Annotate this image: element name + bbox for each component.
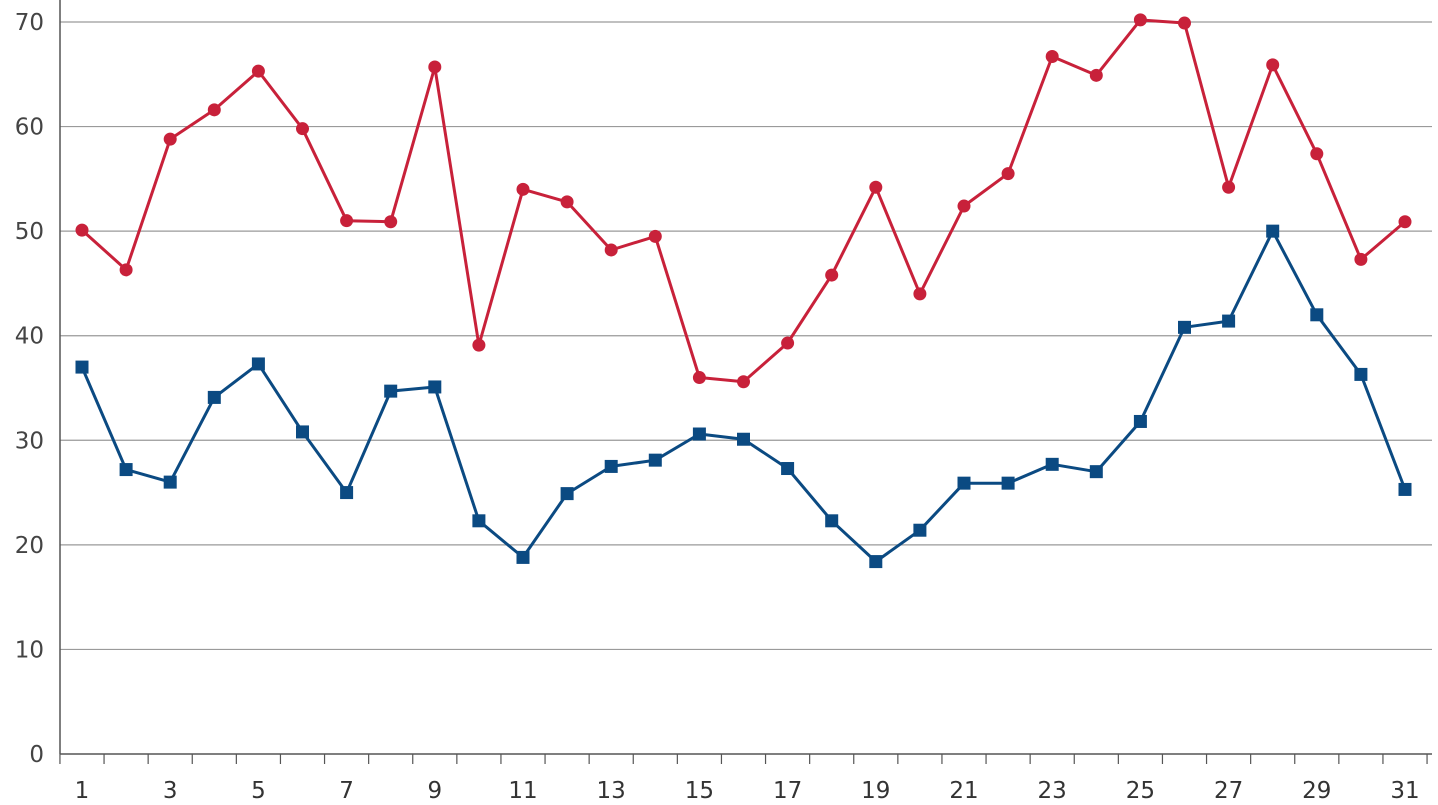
- x-tick-label: 15: [685, 778, 714, 804]
- x-tick-label: 7: [339, 778, 354, 804]
- series-1-point: [913, 287, 927, 301]
- series-1-point: [296, 122, 309, 136]
- series-2-point: [1045, 457, 1059, 471]
- x-tick-label: 11: [508, 778, 537, 804]
- series-1-point: [560, 195, 574, 209]
- series-2-line: [80, 229, 1407, 564]
- series-2-point: [781, 462, 795, 476]
- axis-layer: [59, 0, 1432, 764]
- y-tick-label: 40: [15, 324, 44, 350]
- y-tick-label: 50: [15, 219, 44, 245]
- series-2-point: [1178, 320, 1191, 334]
- series-2-point: [1222, 314, 1236, 328]
- series-1-point: [251, 64, 265, 78]
- series-2-point: [207, 390, 221, 404]
- y-tick-label: 30: [15, 428, 44, 454]
- x-tick-label: 27: [1214, 778, 1243, 804]
- series-2-point: [428, 380, 442, 394]
- series-1-point: [207, 103, 221, 117]
- series-2-point: [869, 555, 883, 569]
- y-tick-label: 60: [15, 115, 44, 141]
- y-tick-label: 20: [15, 533, 44, 559]
- series-1: [75, 13, 1412, 389]
- series-1-point: [781, 336, 795, 350]
- series-2-point: [957, 476, 971, 490]
- series-1-point: [1133, 13, 1147, 27]
- series-layer: [75, 13, 1412, 569]
- x-tick-label: 21: [949, 778, 978, 804]
- series-1-point: [648, 229, 662, 243]
- series-2-point: [1310, 308, 1324, 322]
- series-2-point: [913, 523, 927, 537]
- series-2-point: [1266, 224, 1280, 238]
- series-1-point: [1222, 180, 1236, 194]
- series-2-point: [692, 427, 706, 441]
- series-2-point: [1354, 367, 1368, 381]
- y-tick-label: 10: [15, 637, 44, 663]
- x-tick-label: 31: [1390, 778, 1419, 804]
- series-1-point: [1398, 215, 1412, 229]
- x-tick-label: 5: [251, 778, 266, 804]
- series-1-point: [428, 60, 442, 74]
- series-2-point: [251, 357, 265, 371]
- x-tick-label: 19: [861, 778, 890, 804]
- series-2-point: [163, 475, 177, 489]
- series-1-point: [1045, 50, 1059, 64]
- series-2-point: [560, 487, 574, 501]
- series-2-point: [1133, 414, 1147, 428]
- series-1-point: [1266, 58, 1280, 72]
- series-1-point: [163, 132, 177, 146]
- series-1-point: [75, 223, 89, 237]
- x-tick-label: 25: [1126, 778, 1155, 804]
- x-tick-label: 23: [1038, 778, 1067, 804]
- x-tick-label: 17: [773, 778, 802, 804]
- series-1-point: [692, 371, 706, 385]
- series-2-point: [340, 486, 354, 500]
- series-2-point: [825, 514, 839, 528]
- series-1-line: [80, 18, 1406, 384]
- series-1-point: [472, 338, 486, 352]
- series-1-point: [1310, 147, 1324, 161]
- series-2-point: [296, 425, 309, 439]
- series-2-point: [516, 550, 530, 564]
- x-tick-label: 3: [163, 778, 178, 804]
- series-2-point: [1089, 465, 1103, 479]
- series-2: [75, 224, 1412, 569]
- x-tick-label: 29: [1302, 778, 1331, 804]
- series-1-point: [1178, 16, 1191, 30]
- y-tick-label: 70: [15, 10, 44, 36]
- series-1-point: [957, 199, 971, 213]
- series-1-point: [825, 268, 839, 282]
- series-2-point: [119, 463, 133, 477]
- series-1-point: [737, 375, 750, 389]
- grid-layer: [60, 21, 1432, 651]
- series-1-point: [340, 214, 354, 228]
- series-1-point: [516, 182, 530, 196]
- series-1-point: [1354, 252, 1368, 266]
- series-1-point: [1001, 167, 1015, 181]
- series-1-point: [869, 180, 883, 194]
- series-2-point: [604, 459, 618, 473]
- x-tick-label: 9: [427, 778, 442, 804]
- series-2-point: [1001, 476, 1015, 490]
- series-2-point: [472, 514, 486, 528]
- series-1-point: [119, 263, 133, 277]
- series-2-point: [648, 453, 662, 467]
- x-tick-label: 13: [597, 778, 626, 804]
- y-tick-label: 0: [29, 742, 44, 768]
- series-2-point: [737, 432, 750, 446]
- series-2-point: [384, 384, 398, 398]
- series-1-point: [1089, 68, 1103, 82]
- series-1-point: [384, 215, 398, 229]
- series-2-point: [1398, 482, 1412, 496]
- series-2-point: [75, 360, 89, 374]
- x-tick-label: 1: [75, 778, 90, 804]
- series-1-point: [604, 243, 618, 257]
